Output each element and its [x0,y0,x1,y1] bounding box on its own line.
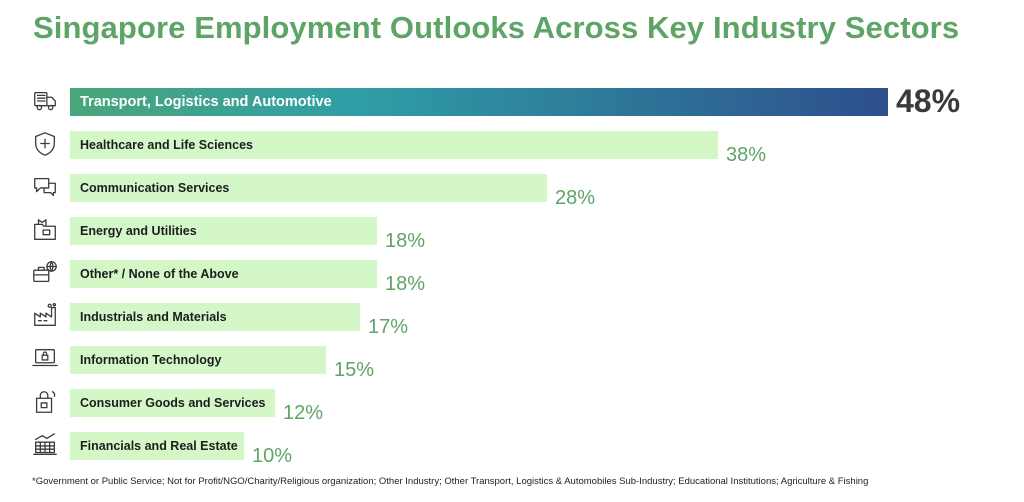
truck-icon [30,86,60,116]
bar-label: Communication Services [80,181,230,195]
bar: Transport, Logistics and Automotive [70,88,888,116]
bar-label: Energy and Utilities [80,224,197,238]
bar: Healthcare and Life Sciences [70,131,718,159]
data-label: 12% [283,402,324,424]
chat-bubbles-icon [30,172,60,202]
footnote: *Government or Public Service; Not for P… [32,476,869,487]
finance-chart-icon [30,430,60,460]
data-label: 10% [252,445,293,467]
bar-label: Financials and Real Estate [80,439,238,453]
data-label: 17% [368,316,409,338]
bar-label: Consumer Goods and Services [80,396,266,410]
bar-label: Healthcare and Life Sciences [80,138,253,152]
bar-label: Transport, Logistics and Automotive [80,94,332,110]
data-label: 48% [896,83,961,119]
factory-icon [30,301,60,331]
bar-label: Information Technology [80,353,222,367]
shopping-bag-icon [30,387,60,417]
laptop-lock-icon [30,344,60,374]
data-label: 28% [555,187,596,209]
data-label: 18% [385,230,426,252]
bar: Other* / None of the Above [70,260,377,288]
bar-label: Industrials and Materials [80,310,227,324]
data-label: 15% [334,359,375,381]
bar-label: Other* / None of the Above [80,267,239,281]
bar: Information Technology [70,346,326,374]
bar: Communication Services [70,174,547,202]
data-label: 18% [385,273,426,295]
briefcase-globe-icon [30,258,60,288]
bar: Energy and Utilities [70,217,377,245]
bar: Financials and Real Estate [70,432,244,460]
chart-title: Singapore Employment Outlooks Across Key… [33,10,960,45]
bar: Consumer Goods and Services [70,389,275,417]
energy-folder-icon [30,215,60,245]
medical-shield-icon [30,129,60,159]
bar: Industrials and Materials [70,303,360,331]
data-label: 38% [726,144,767,166]
